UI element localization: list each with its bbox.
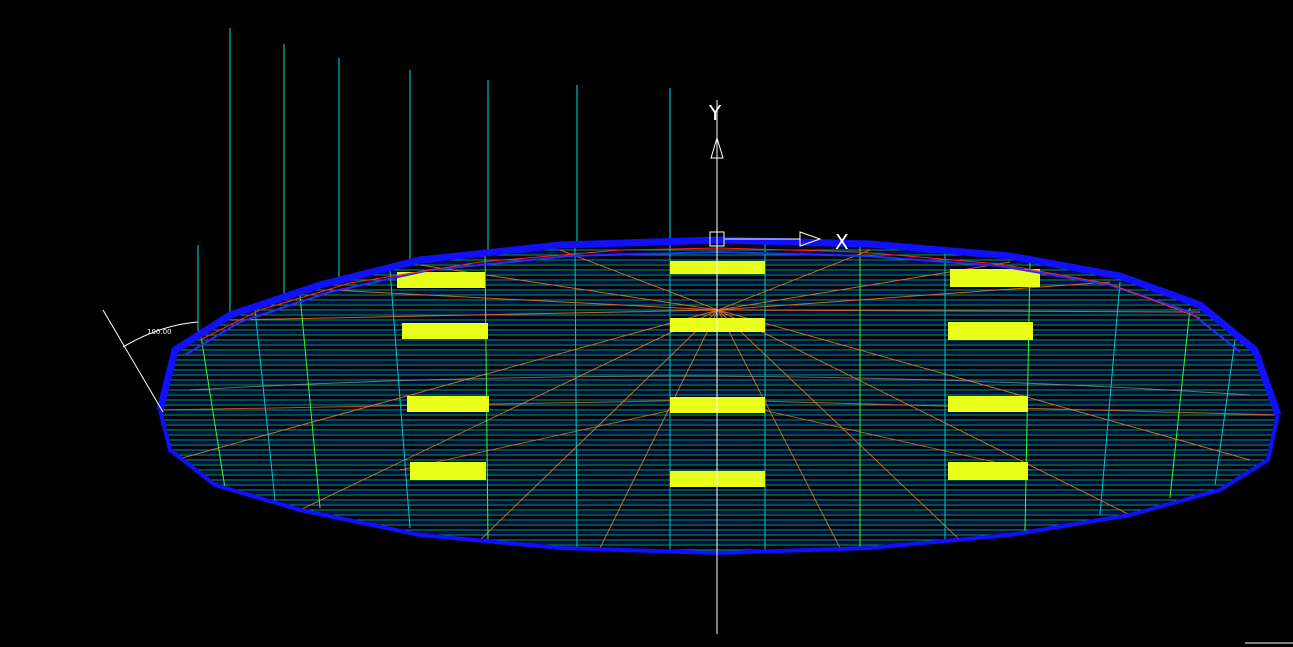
meridian-lines: [199, 244, 1236, 550]
meridian-line: [199, 329, 226, 489]
meridian-line: [574, 247, 578, 549]
dome-bottom-rim: [158, 409, 1280, 556]
meridian-line: [1099, 281, 1121, 516]
rib-line: [717, 309, 961, 541]
y-arrow-icon: [710, 136, 724, 159]
rib-line: [599, 309, 719, 549]
rib-line: [717, 309, 1201, 313]
rib-line: [229, 309, 719, 321]
highlight-panel: [948, 462, 1028, 480]
dome-top-rim: [156, 236, 1282, 417]
dimension-text: 100.00: [147, 328, 172, 336]
rib-line: [717, 309, 1251, 461]
meridian-line: [299, 294, 321, 509]
highlight-panel: [948, 322, 1033, 340]
dimension-annotation: 100.00: [102, 309, 199, 413]
meridian-line: [389, 269, 411, 529]
rib-line: [299, 309, 719, 511]
rib-line: [717, 309, 841, 549]
rib-line: [717, 249, 871, 311]
ucs-axis-icon: Y X: [708, 100, 849, 634]
rib-line: [479, 309, 719, 541]
dome-red-rim: [199, 247, 1201, 341]
highlight-panel: [948, 396, 1028, 412]
meridian-line: [254, 309, 276, 501]
rib-line: [399, 399, 719, 471]
meridian-line: [1169, 307, 1191, 499]
ucs-y-label: Y: [708, 101, 722, 125]
chord-line: [189, 375, 1251, 396]
rib-line: [329, 289, 719, 311]
x-arrow-icon: [799, 231, 822, 247]
rib-line: [717, 281, 1111, 311]
rib-line: [717, 399, 1031, 471]
rib-line: [559, 249, 719, 311]
ucs-origin-box: [709, 231, 725, 247]
rib-line: [717, 309, 1131, 516]
dome-body: [160, 240, 1278, 553]
rib-line: [174, 309, 719, 461]
highlight-panel: [950, 269, 1040, 287]
highlight-panel: [407, 396, 489, 412]
ucs-x-label: X: [835, 230, 849, 254]
meridian-line: [1214, 339, 1236, 486]
highlight-panel: [402, 323, 488, 339]
highlight-panel: [397, 272, 485, 288]
highlight-panel: [410, 462, 486, 480]
